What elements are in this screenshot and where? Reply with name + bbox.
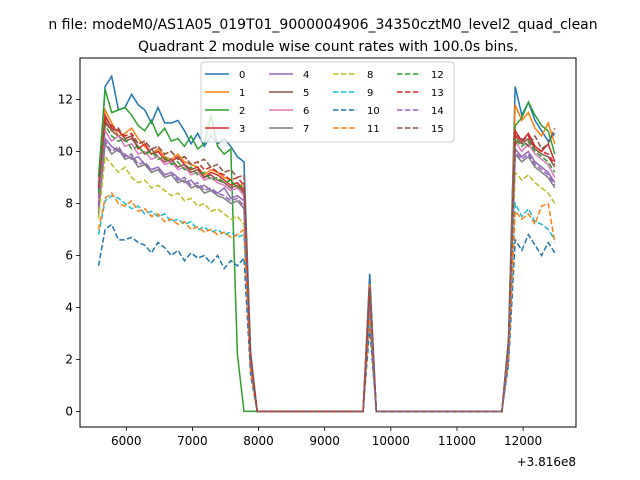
legend-label-4: 4 bbox=[303, 70, 309, 81]
series-line-4 bbox=[97, 136, 556, 413]
legend-label-1: 1 bbox=[239, 88, 245, 99]
legend-label-5: 5 bbox=[303, 88, 309, 99]
series-line-14 bbox=[97, 138, 556, 413]
x-tick-label: 10000 bbox=[372, 434, 410, 448]
y-tick-label: 8 bbox=[65, 197, 73, 211]
series-line-7 bbox=[97, 141, 556, 413]
x-tick-label: 6000 bbox=[111, 434, 142, 448]
legend-label-6: 6 bbox=[303, 106, 309, 117]
x-tick-label: 8000 bbox=[243, 434, 274, 448]
figure-suptitle: n file: modeM0/AS1A05_019T01_9000004906_… bbox=[48, 17, 597, 33]
series-line-12 bbox=[97, 123, 556, 413]
legend-label-15: 15 bbox=[431, 124, 444, 135]
y-tick-label: 4 bbox=[65, 300, 73, 314]
series-line-9 bbox=[97, 194, 556, 413]
x-tick-label: 7000 bbox=[177, 434, 208, 448]
legend-label-3: 3 bbox=[239, 124, 245, 135]
y-tick-label: 2 bbox=[65, 352, 73, 366]
legend-label-13: 13 bbox=[431, 88, 444, 99]
chart-title: Quadrant 2 module wise count rates with … bbox=[138, 39, 518, 55]
y-axis: 0 2 4 6 8 10 12 bbox=[58, 93, 80, 418]
legend-label-11: 11 bbox=[367, 124, 380, 135]
x-tick-label: 12000 bbox=[504, 434, 542, 448]
series-line-11 bbox=[97, 192, 556, 413]
series-line-1 bbox=[97, 104, 556, 413]
legend-label-8: 8 bbox=[367, 70, 373, 81]
series-line-15 bbox=[97, 121, 556, 413]
series-line-8 bbox=[97, 154, 556, 413]
legend-label-14: 14 bbox=[431, 106, 444, 117]
plot-area bbox=[97, 74, 556, 413]
x-tick-label: 9000 bbox=[309, 434, 340, 448]
legend-label-9: 9 bbox=[367, 88, 373, 99]
axes-frame bbox=[79, 57, 577, 428]
legend-box bbox=[200, 61, 455, 143]
y-tick-label: 0 bbox=[65, 404, 73, 418]
y-tick-label: 6 bbox=[65, 248, 73, 262]
legend-label-12: 12 bbox=[431, 70, 444, 81]
x-tick-label: 11000 bbox=[438, 434, 476, 448]
y-tick-label: 12 bbox=[58, 93, 73, 107]
legend-label-7: 7 bbox=[303, 124, 309, 135]
series-line-13 bbox=[97, 115, 556, 413]
y-tick-label: 10 bbox=[58, 145, 73, 159]
legend-label-2: 2 bbox=[239, 106, 245, 117]
series-line-6 bbox=[97, 128, 556, 413]
legend-label-10: 10 bbox=[367, 106, 380, 117]
series-line-10 bbox=[97, 223, 556, 413]
x-axis-offset-label: +3.816e8 bbox=[517, 455, 576, 469]
legend-label-0: 0 bbox=[239, 70, 245, 81]
x-axis: 6000 7000 8000 9000 10000 11000 12000 bbox=[111, 427, 542, 448]
